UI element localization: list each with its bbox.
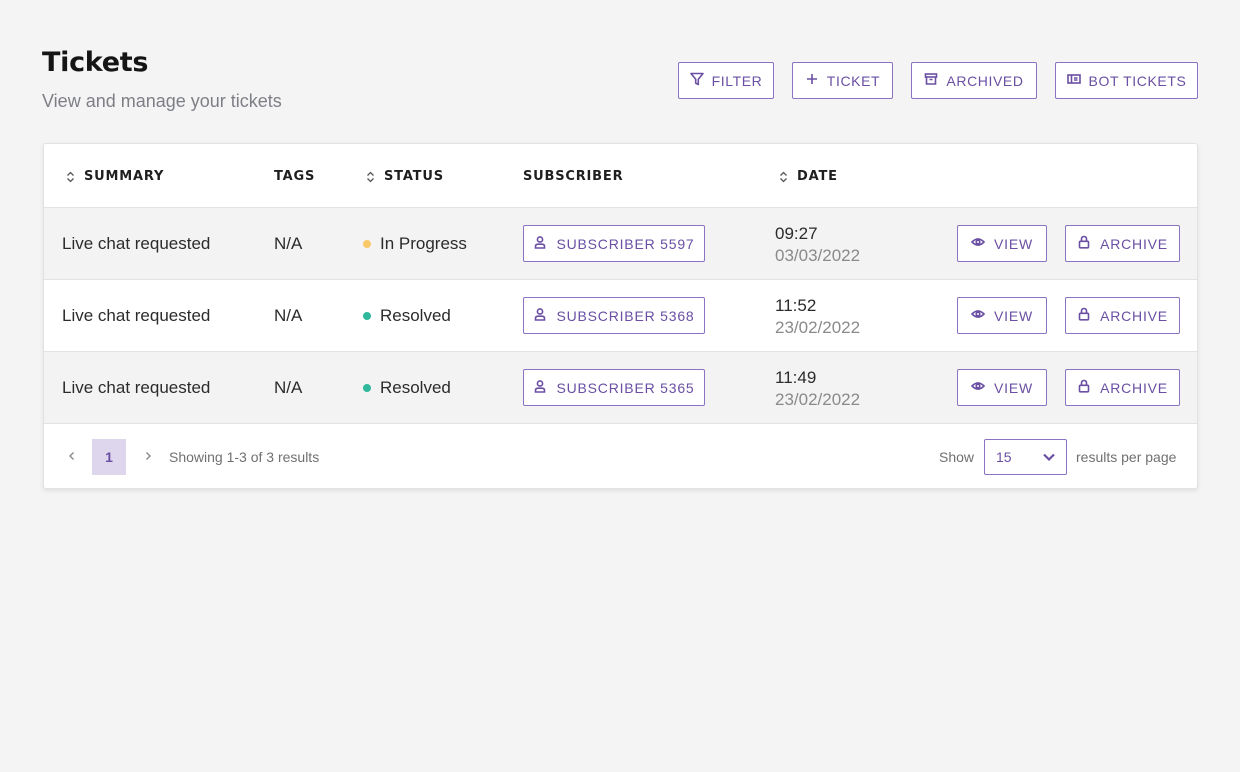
- filter-button-label: FILTER: [711, 72, 763, 89]
- user-icon: [533, 307, 547, 324]
- table-row: Live chat requested N/A Resolved SUBSCRI…: [44, 280, 1197, 352]
- sort-icon: [366, 171, 375, 183]
- archive-box-icon: [924, 72, 938, 89]
- per-page-label: results per page: [1076, 449, 1177, 465]
- table-row: Live chat requested N/A Resolved SUBSCRI…: [44, 352, 1197, 424]
- column-header-subscriber: SUBSCRIBER: [523, 169, 623, 184]
- view-button[interactable]: VIEW: [957, 225, 1047, 262]
- chevron-right-icon: [143, 449, 153, 466]
- status-cell: Resolved: [363, 306, 451, 326]
- eye-icon: [970, 235, 986, 252]
- page-subtitle: View and manage your tickets: [42, 91, 282, 111]
- page-title: Tickets: [42, 47, 149, 78]
- lock-icon: [1077, 379, 1091, 396]
- per-page-value: 15: [996, 449, 1012, 465]
- tickets-table: SUMMARY TAGS STATUS SUBSCRIBER DATE Live…: [43, 143, 1198, 489]
- view-button-label: VIEW: [994, 235, 1033, 252]
- eye-icon: [970, 307, 986, 324]
- chevron-left-icon: [67, 449, 77, 466]
- archived-button-label: ARCHIVED: [946, 72, 1024, 89]
- archive-button[interactable]: ARCHIVE: [1065, 369, 1180, 406]
- per-page-select[interactable]: 15: [984, 439, 1067, 475]
- user-icon: [533, 235, 547, 252]
- chevron-down-icon: [1042, 449, 1056, 465]
- status-dot: [363, 384, 371, 392]
- add-ticket-button-label: TICKET: [826, 72, 881, 89]
- subscriber-button[interactable]: SUBSCRIBER 5368: [523, 297, 705, 334]
- next-page-button[interactable]: [143, 449, 155, 463]
- status-label: In Progress: [380, 234, 467, 253]
- subscriber-button-label: SUBSCRIBER 5597: [556, 235, 695, 252]
- tags-cell: N/A: [274, 234, 303, 253]
- status-cell: Resolved: [363, 378, 451, 398]
- archive-button-label: ARCHIVE: [1100, 307, 1168, 324]
- ticket-time: 11:52: [775, 296, 817, 315]
- ticket-date: 23/02/2022: [775, 318, 861, 337]
- ticket-icon: [1066, 72, 1081, 89]
- view-button[interactable]: VIEW: [957, 297, 1047, 334]
- column-header-date[interactable]: DATE: [779, 169, 838, 184]
- column-header-label: TAGS: [274, 169, 316, 184]
- plus-icon: [805, 72, 819, 89]
- ticket-time: 09:27: [775, 224, 818, 243]
- status-cell: In Progress: [363, 234, 467, 254]
- ticket-time: 11:49: [775, 368, 817, 387]
- subscriber-button[interactable]: SUBSCRIBER 5365: [523, 369, 705, 406]
- archive-button-label: ARCHIVE: [1100, 379, 1168, 396]
- show-label: Show: [939, 449, 975, 465]
- pagination-bar: 1 Showing 1-3 of 3 results Show 15 resul…: [44, 425, 1197, 488]
- archive-button[interactable]: ARCHIVE: [1065, 225, 1180, 262]
- ticket-date: 23/02/2022: [775, 390, 861, 409]
- bot-tickets-button-label: BOT TICKETS: [1088, 72, 1187, 89]
- summary-cell: Live chat requested: [62, 306, 211, 325]
- status-label: Resolved: [380, 306, 451, 325]
- column-header-summary[interactable]: SUMMARY: [66, 169, 164, 184]
- tags-cell: N/A: [274, 378, 303, 397]
- table-row: Live chat requested N/A In Progress SUBS…: [44, 208, 1197, 280]
- subscriber-button-label: SUBSCRIBER 5365: [556, 379, 695, 396]
- status-dot: [363, 312, 371, 320]
- filter-button[interactable]: FILTER: [678, 62, 774, 99]
- tags-cell: N/A: [274, 306, 303, 325]
- view-button[interactable]: VIEW: [957, 369, 1047, 406]
- sort-icon: [779, 171, 788, 183]
- view-button-label: VIEW: [994, 379, 1033, 396]
- view-button-label: VIEW: [994, 307, 1033, 324]
- summary-cell: Live chat requested: [62, 234, 211, 253]
- status-label: Resolved: [380, 378, 451, 397]
- column-header-label: SUMMARY: [84, 169, 165, 184]
- user-icon: [533, 379, 547, 396]
- status-dot: [363, 240, 371, 248]
- subscriber-button[interactable]: SUBSCRIBER 5597: [523, 225, 705, 262]
- archive-button[interactable]: ARCHIVE: [1065, 297, 1180, 334]
- column-header-label: DATE: [797, 169, 838, 184]
- column-header-tags: TAGS: [274, 169, 315, 184]
- bot-tickets-button[interactable]: BOT TICKETS: [1055, 62, 1198, 99]
- eye-icon: [970, 379, 986, 396]
- lock-icon: [1077, 235, 1091, 252]
- archive-button-label: ARCHIVE: [1100, 235, 1168, 252]
- summary-cell: Live chat requested: [62, 378, 211, 397]
- add-ticket-button[interactable]: TICKET: [792, 62, 893, 99]
- page-number-button[interactable]: 1: [92, 439, 126, 475]
- lock-icon: [1077, 307, 1091, 324]
- ticket-date: 03/03/2022: [775, 246, 861, 265]
- sort-icon: [66, 171, 75, 183]
- results-summary: Showing 1-3 of 3 results: [169, 449, 320, 465]
- archived-button[interactable]: ARCHIVED: [911, 62, 1037, 99]
- previous-page-button[interactable]: [67, 449, 79, 463]
- column-header-label: SUBSCRIBER: [523, 169, 624, 184]
- filter-icon: [689, 72, 704, 89]
- column-header-status[interactable]: STATUS: [366, 169, 444, 184]
- table-header: SUMMARY TAGS STATUS SUBSCRIBER DATE: [44, 144, 1197, 208]
- subscriber-button-label: SUBSCRIBER 5368: [556, 307, 695, 324]
- column-header-label: STATUS: [384, 169, 444, 184]
